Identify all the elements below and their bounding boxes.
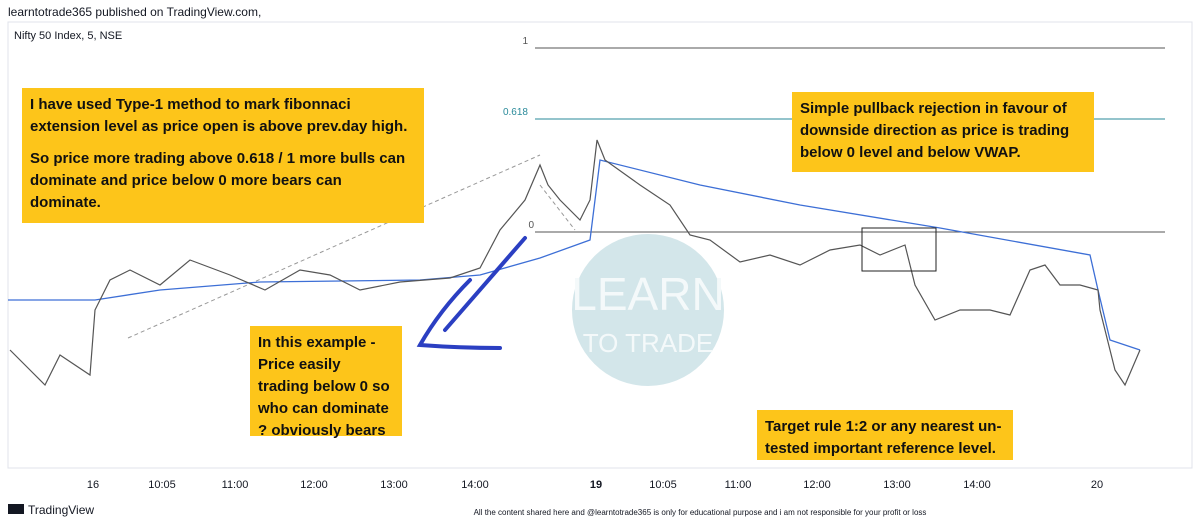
x-tick-label: 10:05 [649,479,677,491]
x-tick-label: 12:00 [300,479,328,491]
annotation-text: So price more trading above 0.618 / 1 mo… [30,150,406,211]
logo-text: TradingView [28,503,94,517]
logo-icon [8,504,24,514]
annotation-text: In this example - Price easily trading b… [258,334,390,439]
annotation: I have used Type-1 method to mark fibonn… [22,88,424,223]
annotation-text: Simple pullback rejection in favour of d… [800,100,1070,161]
x-tick-label: 20 [1091,479,1103,491]
x-axis: 16 10:05 11:00 12:00 13:00 14:00 19 10:0… [87,479,1103,491]
header-title: learntotrade365 published on TradingView… [8,5,261,19]
x-tick-label: 11:00 [725,479,752,491]
x-tick-label: 10:05 [148,479,176,491]
fib-label: 1 [522,36,528,47]
x-tick-label: 11:00 [222,479,249,491]
hand-arrow [416,236,527,350]
fib-label: 0 [528,220,534,231]
x-tick-label: 19 [590,479,602,491]
vwap-line [8,159,1141,351]
fib-trend-line [539,184,576,231]
annotation: Target rule 1:2 or any nearest un-tested… [757,410,1013,460]
price-line [9,139,1141,387]
disclaimer: All the content shared here and @learnto… [474,508,927,517]
fib-trend-line [127,154,541,339]
x-tick-label: 13:00 [883,479,911,491]
annotation-text: I have used Type-1 method to mark fibonn… [30,96,408,135]
fib-label: 0.618 [503,107,528,118]
x-tick-label: 14:00 [461,479,489,491]
watermark-circle [572,234,724,386]
x-tick-label: 12:00 [803,479,831,491]
annotation-text: Target rule 1:2 or any nearest un-tested… [765,418,1002,457]
watermark-text: TO TRADE [583,328,714,358]
x-tick-label: 13:00 [380,479,408,491]
x-tick-label: 14:00 [963,479,991,491]
x-tick-label: 16 [87,479,99,491]
highlight-box [861,227,937,272]
annotation: In this example - Price easily trading b… [250,326,402,439]
watermark-text: LEARN [571,268,724,320]
annotation: Simple pullback rejection in favour of d… [792,92,1094,172]
symbol: Nifty 50 Index, 5, NSE [14,30,122,42]
